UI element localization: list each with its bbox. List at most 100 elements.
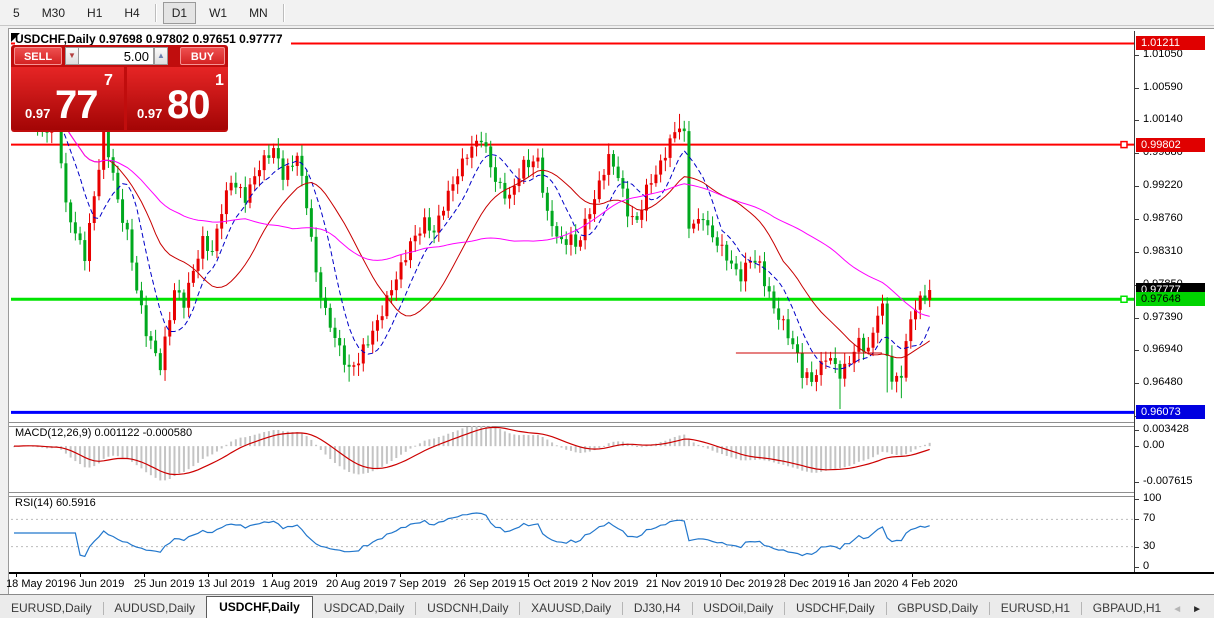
volume-increase-button[interactable]: ▲ [154,47,168,65]
date-tick-mark [79,572,81,577]
timeframe-button-M30[interactable]: M30 [41,5,66,20]
line-handle[interactable] [1120,295,1128,304]
pane-splitter[interactable] [9,492,1214,497]
axis-tick-mark [1135,153,1139,154]
axis-tick-mark [1135,519,1139,520]
date-tick-mark [335,572,337,577]
chart-tab-bar: EURUSD,Daily AUDUSD,Daily USDCHF,Daily USDC… [0,594,1214,618]
buy-price-base: 0.97 [137,106,163,121]
buy-price-point: 1 [215,72,224,89]
tab-usdoil-daily[interactable]: USDOil,Daily [703,601,774,615]
rsi-label: RSI(14) 60.5916 [15,497,96,509]
price-tick-label: 0.99220 [1143,179,1183,192]
date-label: 6 Jun 2019 [69,578,125,590]
date-axis: 18 May 2019 6 Jun 2019 25 Jun 2019 13 Jul 2… [6,572,1134,594]
panel-toggle-icon[interactable] [11,33,20,42]
date-tick-mark [143,572,145,577]
timeframe-button-D1[interactable]: D1 [162,1,197,24]
axis-tick-mark [1135,219,1139,220]
moving-average-50 [13,106,930,317]
date-label: 1 Aug 2019 [261,578,318,590]
date-label: 4 Feb 2020 [901,578,958,590]
macd-tick-label: 0.003428 [1143,423,1189,435]
price-tick-label: 0.96940 [1143,343,1183,356]
macd-tick-label: -0.007615 [1143,475,1193,487]
volume-input[interactable] [78,47,154,65]
date-label: 16 Jan 2020 [837,578,899,590]
date-tick-mark [655,572,657,577]
tab-usdchf-daily[interactable]: USDCHF,Daily [206,596,313,618]
chart-window: 1.01050 1.00590 1.00140 0.99680 0.99220 0.987… [6,28,1214,595]
toolbar-separator [154,3,157,22]
price-tick-label: 0.96480 [1143,376,1183,389]
tab-gbpaud-h1[interactable]: GBPAUD,H1 [1092,601,1162,615]
candlestick-chart[interactable] [11,31,1134,422]
macd-tick-label: 0.00 [1143,439,1165,452]
tab-audusd-daily[interactable]: AUDUSD,Daily [114,601,196,615]
axis-tick-mark [1135,318,1139,319]
axis-tick-mark [1135,547,1139,548]
sell-price-base: 0.97 [25,106,51,121]
candles [12,93,932,409]
date-tick-mark [463,572,465,577]
date-label: 18 May 2019 [6,578,70,590]
tab-separator [519,602,521,615]
timeframe-button-5[interactable]: 5 [13,5,20,20]
axis-tick-mark [1135,567,1139,568]
axis-tick-mark [1135,88,1139,89]
chart-title: USDCHF,Daily 0.97698 0.97802 0.97651 0.9… [15,32,291,47]
date-tick-mark [527,572,529,577]
timeframe-button-H4[interactable]: H4 [124,5,140,20]
axis-tick-mark [1135,350,1139,351]
horizontal-lines[interactable] [11,42,1134,414]
volume-decrease-button[interactable]: ▼ [65,47,79,65]
date-label: 20 Aug 2019 [325,578,388,590]
main-chart-pane[interactable] [11,31,1134,422]
timeframe-button-MN[interactable]: MN [249,5,268,20]
date-tick-mark [719,572,721,577]
tab-eurusd-daily[interactable]: EURUSD,Daily [11,601,92,615]
date-label: 15 Oct 2019 [517,578,578,590]
line-price-badge: 0.96073 [1136,405,1205,420]
axis-tick-mark [1135,186,1139,187]
pane-splitter[interactable] [9,422,1214,427]
buy-price-pips: 80 [167,83,210,127]
tab-xauusd-daily[interactable]: XAUUSD,Daily [531,601,612,615]
buy-button[interactable]: BUY [180,47,225,65]
tab-dj30-h4[interactable]: DJ30,H4 [633,601,681,615]
line-handle[interactable] [1120,140,1128,149]
timeframe-button-H1[interactable]: H1 [87,5,103,20]
tab-usdchf-daily[interactable]: USDCHF,Daily [795,601,875,615]
axis-tick-mark [1135,120,1139,121]
price-tick-label: 1.00140 [1143,113,1183,126]
moving-average-21 [13,106,930,359]
date-tick-mark [783,572,785,577]
price-tick-label: 0.98310 [1143,244,1183,257]
sell-quote[interactable]: 0.97 77 7 [11,67,124,130]
sell-price-point: 7 [104,72,113,89]
axis-tick-mark [1135,252,1139,253]
date-tick-mark [591,572,593,577]
one-click-trade-panel: SELL ▼ ▲ BUY 0.97 77 7 0.97 80 1 [11,45,228,132]
tab-gbpusd-daily[interactable]: GBPUSD,Daily [897,601,978,615]
rsi-line [14,512,930,558]
tab-scroll-right-icon[interactable]: ► [1192,604,1203,615]
tab-separator [102,602,104,615]
rsi-pane [11,495,1134,572]
tab-usdcad-daily[interactable]: USDCAD,Daily [323,601,405,615]
buy-quote[interactable]: 0.97 80 1 [127,67,228,130]
date-label: 21 Nov 2019 [645,578,709,590]
sell-button[interactable]: SELL [14,47,62,65]
date-label: 25 Jun 2019 [133,578,195,590]
tab-eurusd-h1[interactable]: EURUSD,H1 [1000,601,1071,615]
timeframe-button-W1[interactable]: W1 [209,5,228,20]
tab-usdcnh-daily[interactable]: USDCNH,Daily [427,601,509,615]
tab-scroll-left-icon[interactable]: ◄ [1172,604,1183,615]
tab-separator [415,602,417,615]
date-label: 7 Sep 2019 [390,578,447,590]
axis-tick-mark [1135,499,1139,500]
macd-label: MACD(12,26,9) 0.001122 -0.000580 [15,427,193,439]
price-tick-label: 1.01050 [1143,48,1183,60]
tab-separator [989,602,990,615]
